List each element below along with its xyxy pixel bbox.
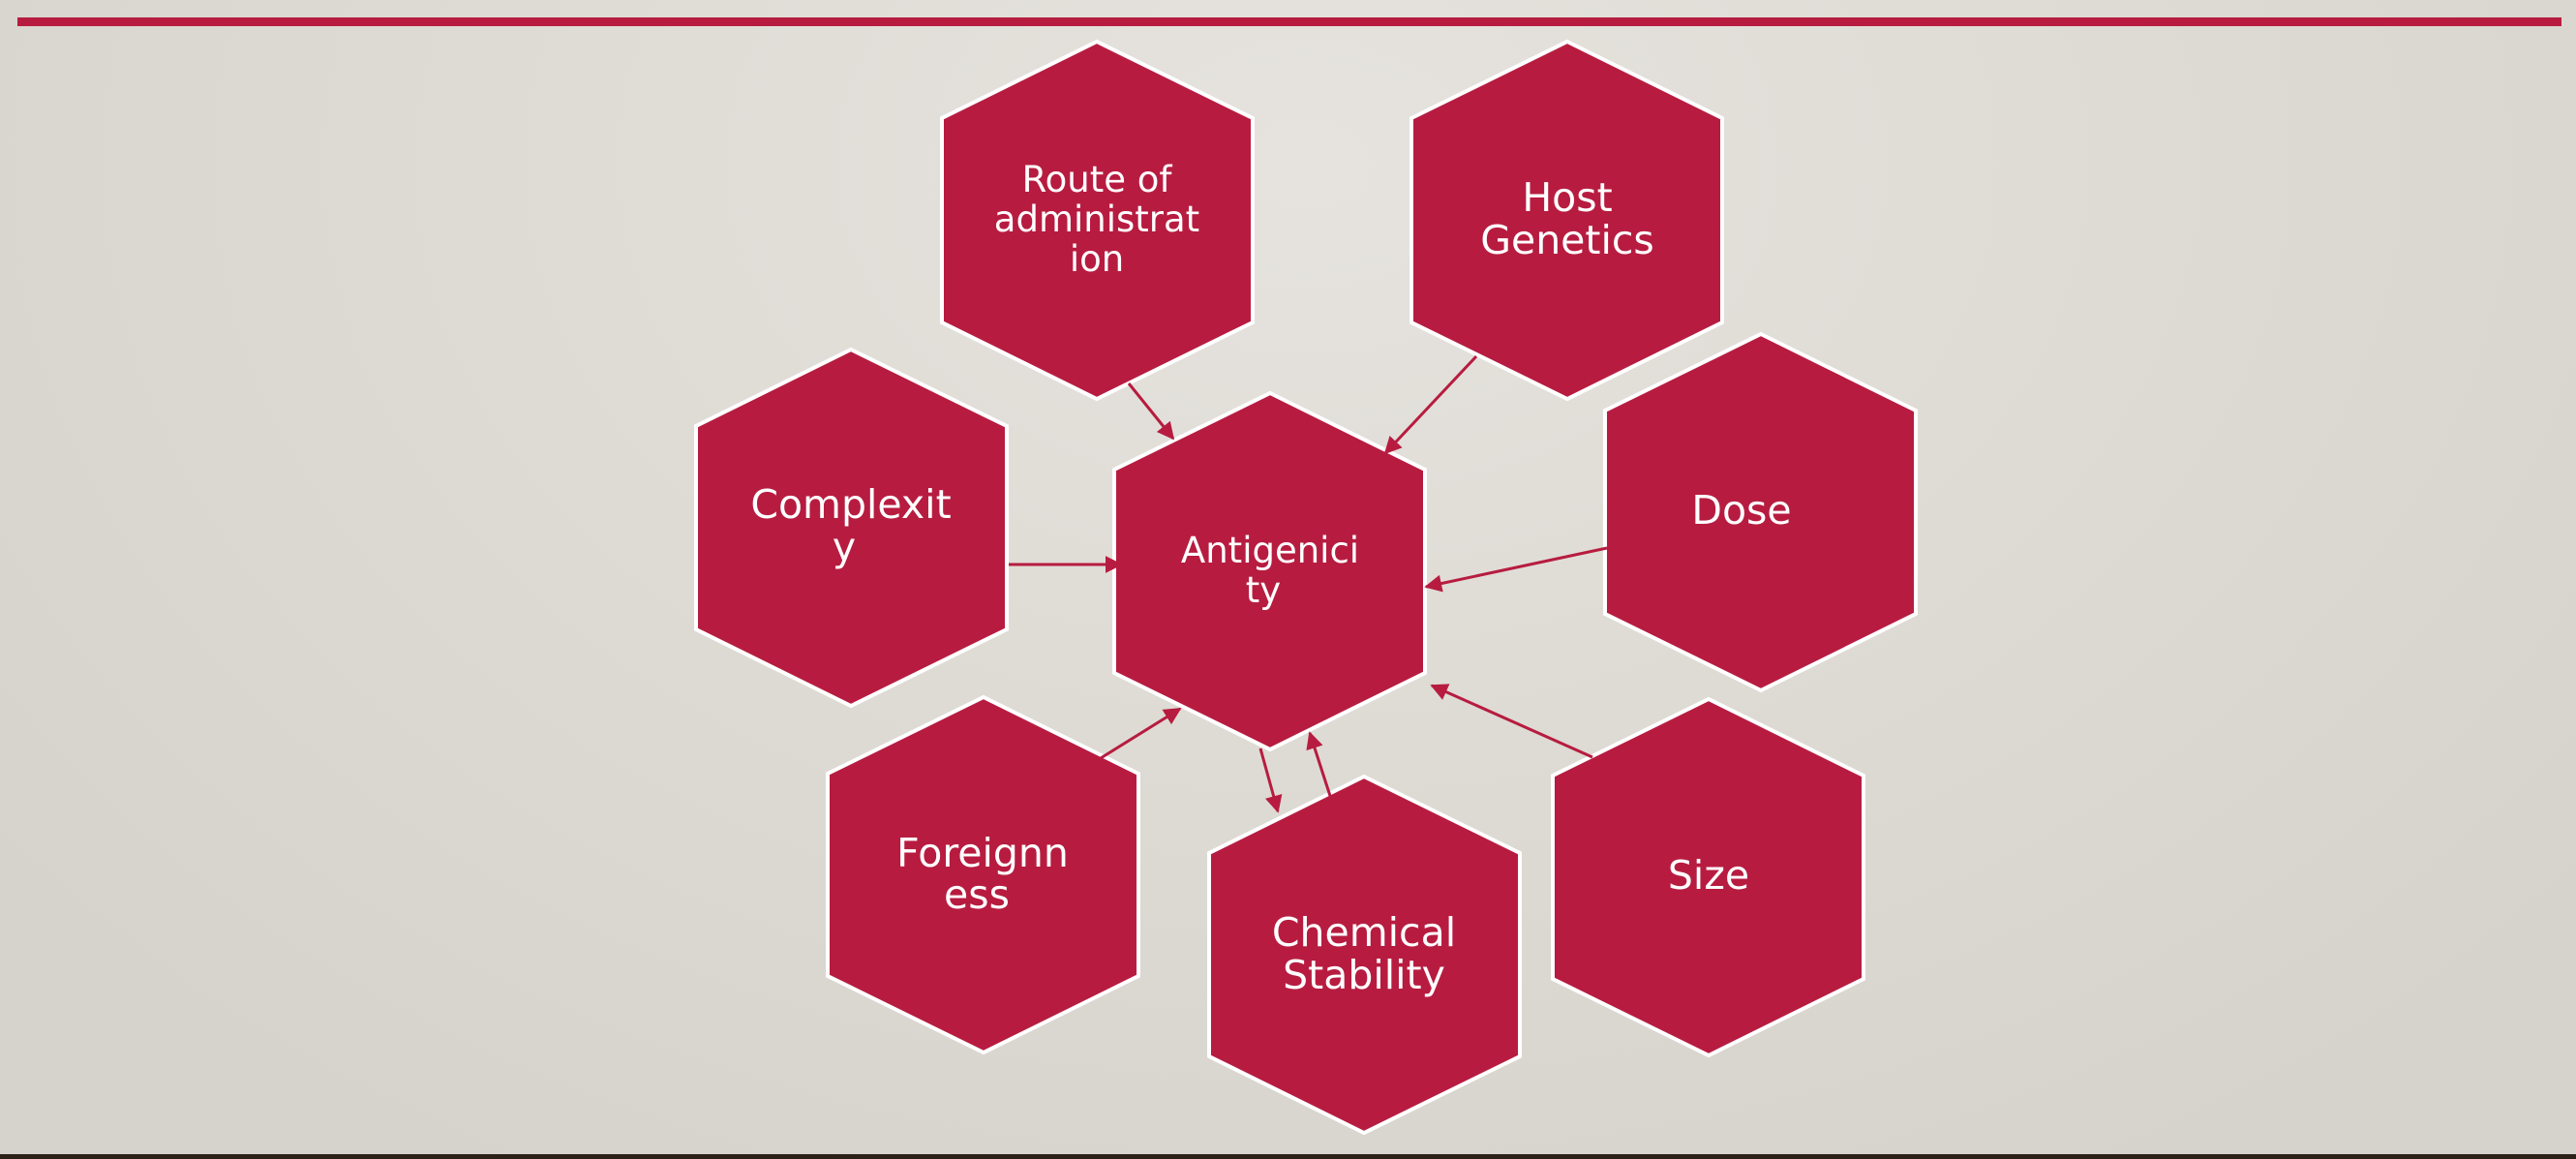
hexagon-shape — [1112, 390, 1427, 752]
node-label-line: Chemical — [1272, 909, 1456, 956]
node-foreignness[interactable]: Foreignn ess — [826, 694, 1140, 1055]
node-label-line: ty — [1246, 569, 1281, 611]
node-dose[interactable]: Dose — [1603, 331, 1918, 693]
node-label-line: Complexit — [750, 481, 951, 528]
arrow-chemical-stability-to-antigenicity — [1306, 731, 1332, 797]
node-label-line: Foreignn — [896, 830, 1069, 876]
hexagon-shape — [1603, 331, 1918, 693]
node-label-line: Host — [1522, 174, 1612, 221]
arrow-host-to-antigenicity — [1383, 354, 1478, 455]
node-host-genetics[interactable]: Host Genetics — [1409, 39, 1724, 402]
node-label-line: y — [833, 524, 856, 570]
hexagon-shape — [694, 347, 1009, 709]
hexagon-shape — [826, 694, 1140, 1055]
hexagon-shape — [1409, 39, 1724, 402]
node-label-line: ion — [1070, 238, 1124, 280]
node-label-line: ess — [944, 871, 1010, 918]
hexagon-shape — [940, 39, 1255, 402]
node-label-line: Route of — [1022, 159, 1173, 200]
hexagon-shape — [1207, 774, 1522, 1136]
node-label-line: Dose — [1691, 487, 1791, 534]
arrow-foreignness-to-antigenicity — [1100, 707, 1182, 760]
node-label-line: Antigenici — [1181, 530, 1359, 571]
top-accent-rule — [17, 17, 2561, 26]
node-label-line: Stability — [1283, 952, 1445, 998]
arrow-size-to-antigenicity — [1430, 684, 1593, 759]
node-chemical-stability[interactable]: Chemical Stability — [1207, 774, 1522, 1136]
node-size[interactable]: Size — [1551, 696, 1865, 1058]
arrow-dose-to-antigenicity — [1424, 546, 1608, 593]
arrow-antigenicity-to-chemical-stability — [1258, 747, 1283, 813]
node-label-line: Size — [1668, 852, 1749, 899]
node-route-of-administration[interactable]: Route of administrat ion — [940, 39, 1255, 402]
node-label-line: administrat — [994, 198, 1199, 240]
node-complexity[interactable]: Complexit y — [694, 347, 1009, 709]
node-antigenicity[interactable]: Antigenici ty — [1112, 390, 1427, 752]
hexagon-shape — [1551, 696, 1865, 1058]
node-label-line: Genetics — [1480, 217, 1654, 263]
arrow-route-to-antigenicity — [1127, 382, 1175, 441]
